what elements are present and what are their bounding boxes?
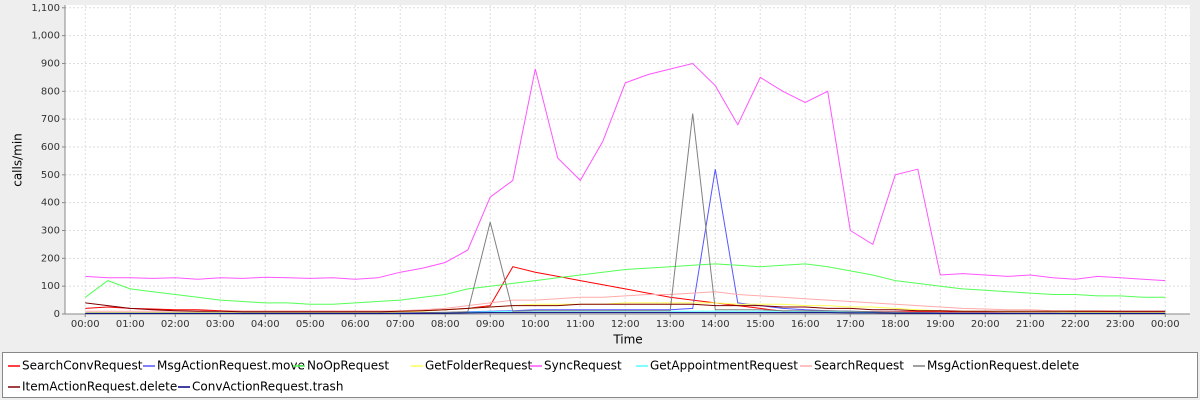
- x-tick-label: 23:00: [1106, 319, 1135, 330]
- x-tick-label: 21:00: [1016, 319, 1045, 330]
- y-axis-label: calls/min: [11, 133, 25, 187]
- y-tick-label: 500: [41, 170, 60, 181]
- x-tick-label: 01:00: [116, 319, 145, 330]
- y-tick-label: 700: [41, 114, 60, 125]
- y-tick-label: 200: [41, 253, 60, 264]
- x-tick-label: 03:00: [206, 319, 235, 330]
- legend-label: GetFolderRequest: [425, 359, 533, 373]
- legend-label: SearchRequest: [814, 359, 904, 373]
- legend-label: GetAppointmentRequest: [650, 359, 798, 373]
- series-line: [85, 263, 1166, 305]
- x-tick-label: 20:00: [971, 319, 1000, 330]
- legend-label: SearchConvRequest: [22, 359, 143, 373]
- x-tick-label: 11:00: [566, 319, 595, 330]
- y-tick-label: 400: [41, 198, 60, 209]
- y-tick-label: 0: [54, 309, 60, 320]
- x-tick-label: 05:00: [296, 319, 325, 330]
- legend-label: MsgActionRequest.delete: [927, 359, 1079, 373]
- legend-box: [2, 352, 1198, 398]
- x-tick-label: 18:00: [881, 319, 910, 330]
- series-line: [85, 62, 1166, 282]
- x-tick-label: 12:00: [611, 319, 640, 330]
- x-tick-label: 07:00: [386, 319, 415, 330]
- y-tick-label: 300: [41, 225, 60, 236]
- plot-area: [65, 5, 1190, 314]
- legend-label: ItemActionRequest.delete: [22, 380, 177, 394]
- y-tick-label: 100: [41, 281, 60, 292]
- legend-label: SyncRequest: [544, 359, 622, 373]
- y-tick-label: 800: [41, 86, 60, 97]
- x-tick-label: 10:00: [521, 319, 550, 330]
- y-tick-label: 600: [41, 142, 60, 153]
- x-tick-label: 13:00: [656, 319, 685, 330]
- series-line: [85, 312, 1166, 314]
- x-tick-label: 19:00: [926, 319, 955, 330]
- x-tick-label: 22:00: [1061, 319, 1090, 330]
- series-line: [85, 302, 1166, 313]
- y-tick-label: 900: [41, 58, 60, 69]
- x-tick-label: 06:00: [341, 319, 370, 330]
- y-tick-label: 1,100: [31, 3, 60, 14]
- legend-label: MsgActionRequest.move: [157, 359, 305, 373]
- x-tick-label: 16:00: [791, 319, 820, 330]
- series-line: [85, 291, 1166, 312]
- x-tick-label: 00:00: [71, 319, 100, 330]
- legend: SearchConvRequest MsgActionRequest.move No…: [8, 359, 1079, 394]
- y-tick-label: 1,000: [31, 31, 60, 42]
- x-axis-label: Time: [612, 333, 642, 347]
- x-tick-label: 08:00: [431, 319, 460, 330]
- x-tick-label: 00:00: [1151, 319, 1180, 330]
- x-tick-label: 04:00: [251, 319, 280, 330]
- x-tick-label: 17:00: [836, 319, 865, 330]
- x-tick-label: 02:00: [161, 319, 190, 330]
- x-tick-label: 09:00: [476, 319, 505, 330]
- legend-label: NoOpRequest: [307, 359, 389, 373]
- x-tick-label: 14:00: [701, 319, 730, 330]
- x-tick-label: 15:00: [746, 319, 775, 330]
- legend-label: ConvActionRequest.trash: [192, 380, 343, 394]
